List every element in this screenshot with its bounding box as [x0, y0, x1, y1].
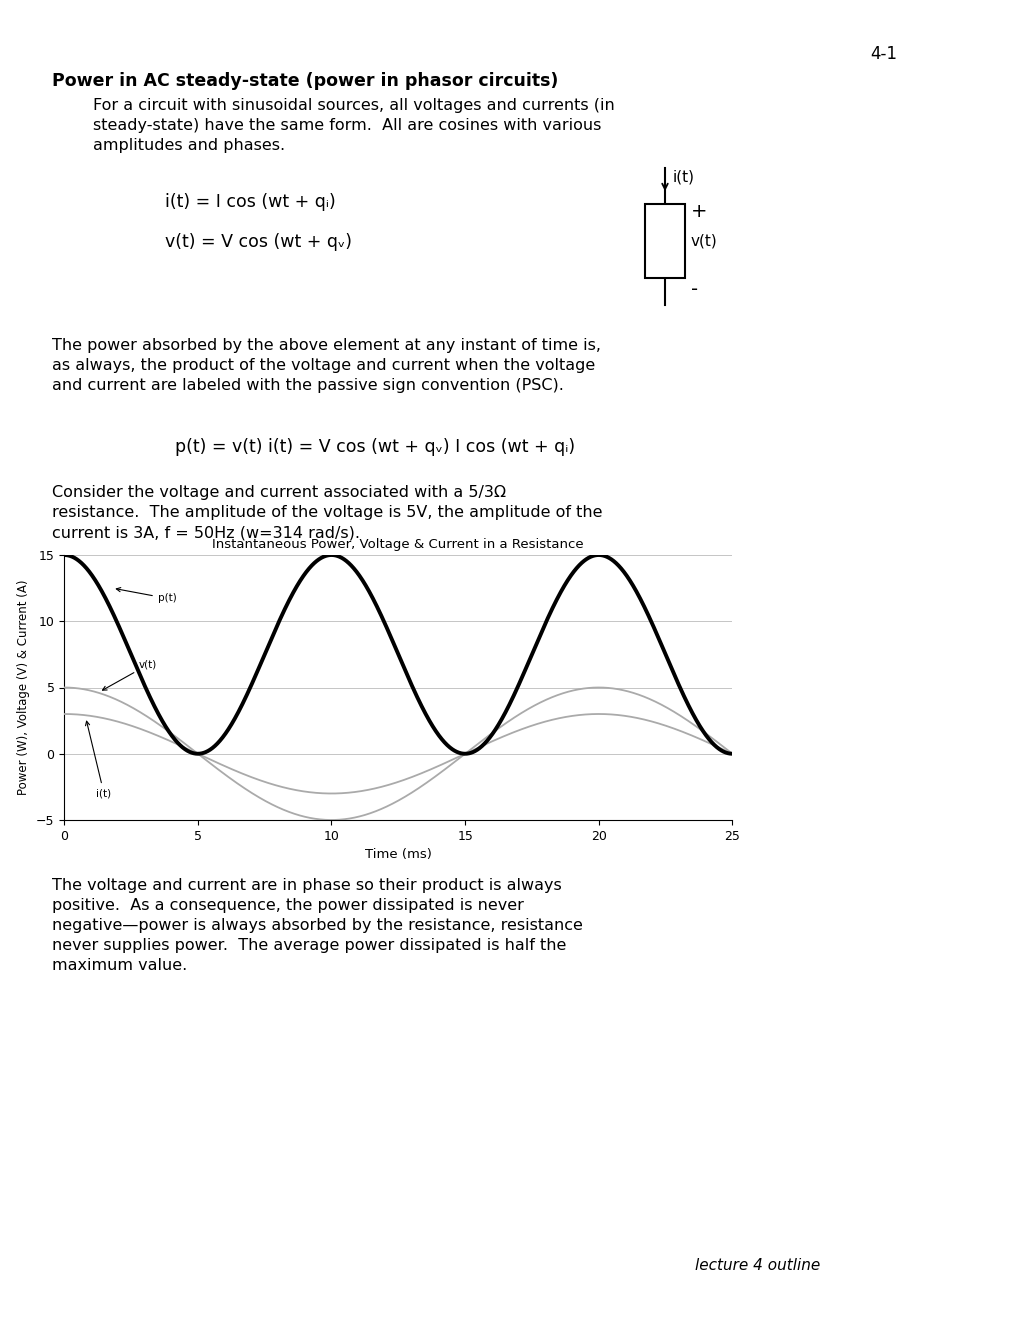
Text: The voltage and current are in phase so their product is always: The voltage and current are in phase so …: [52, 878, 561, 894]
Text: lecture 4 outline: lecture 4 outline: [694, 1258, 819, 1272]
Text: v(t): v(t): [690, 234, 717, 248]
Text: 4-1: 4-1: [869, 45, 896, 63]
Text: p(t): p(t): [116, 587, 176, 603]
Text: For a circuit with sinusoidal sources, all voltages and currents (in: For a circuit with sinusoidal sources, a…: [93, 98, 614, 114]
Text: i(t): i(t): [673, 170, 694, 185]
Text: amplitudes and phases.: amplitudes and phases.: [93, 139, 285, 153]
Y-axis label: Power (W), Voltage (V) & Current (A): Power (W), Voltage (V) & Current (A): [17, 579, 31, 795]
Text: i(t): i(t): [86, 721, 111, 799]
Text: The power absorbed by the above element at any instant of time is,: The power absorbed by the above element …: [52, 338, 600, 352]
Text: v(t): v(t): [102, 660, 157, 690]
Text: never supplies power.  The average power dissipated is half the: never supplies power. The average power …: [52, 939, 566, 953]
Text: positive.  As a consequence, the power dissipated is never: positive. As a consequence, the power di…: [52, 898, 524, 913]
Text: as always, the product of the voltage and current when the voltage: as always, the product of the voltage an…: [52, 358, 595, 374]
Text: steady-state) have the same form.  All are cosines with various: steady-state) have the same form. All ar…: [93, 117, 601, 133]
Bar: [644, 205, 685, 279]
Text: negative—power is always absorbed by the resistance, resistance: negative—power is always absorbed by the…: [52, 917, 582, 933]
Text: and current are labeled with the passive sign convention (PSC).: and current are labeled with the passive…: [52, 378, 564, 393]
Text: Consider the voltage and current associated with a 5/3Ω: Consider the voltage and current associa…: [52, 484, 505, 500]
Text: maximum value.: maximum value.: [52, 958, 187, 973]
Title: Instantaneous Power, Voltage & Current in a Resistance: Instantaneous Power, Voltage & Current i…: [212, 539, 584, 550]
X-axis label: Time (ms): Time (ms): [365, 849, 431, 861]
Text: +: +: [690, 202, 707, 220]
Text: current is 3A, f = 50Hz (w=314 rad/s).: current is 3A, f = 50Hz (w=314 rad/s).: [52, 525, 360, 540]
Text: Power in AC steady-state (power in phasor circuits): Power in AC steady-state (power in phaso…: [52, 73, 557, 90]
Text: resistance.  The amplitude of the voltage is 5V, the amplitude of the: resistance. The amplitude of the voltage…: [52, 506, 602, 520]
Text: p(t) = v(t) i(t) = V cos (wt + qᵥ) I cos (wt + qᵢ): p(t) = v(t) i(t) = V cos (wt + qᵥ) I cos…: [175, 438, 575, 455]
Text: -: -: [690, 280, 697, 300]
Text: i(t) = I cos (wt + qᵢ): i(t) = I cos (wt + qᵢ): [165, 193, 335, 211]
Text: v(t) = V cos (wt + qᵥ): v(t) = V cos (wt + qᵥ): [165, 234, 352, 251]
